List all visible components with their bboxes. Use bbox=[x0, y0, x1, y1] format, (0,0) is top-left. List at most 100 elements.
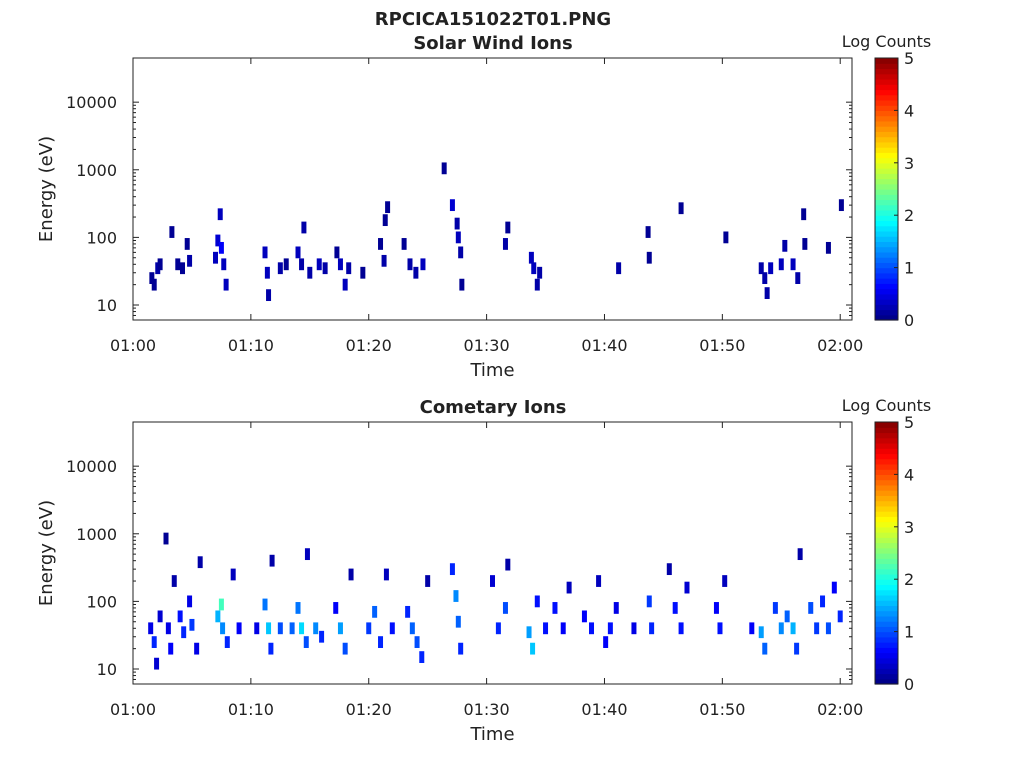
heatmap-cell bbox=[322, 262, 328, 275]
colorbar-segment bbox=[875, 283, 898, 290]
colorbar-tick-label: 4 bbox=[904, 465, 914, 484]
panel-title: Solar Wind Ions bbox=[413, 33, 572, 54]
colorbar-segment bbox=[875, 314, 898, 321]
heatmap-cell bbox=[389, 622, 395, 635]
heatmap-cell bbox=[262, 598, 268, 611]
heatmap-cell bbox=[224, 636, 230, 648]
colorbar-tick-label: 3 bbox=[904, 154, 914, 173]
colorbar-segment bbox=[875, 422, 898, 428]
heatmap-cell bbox=[764, 287, 770, 299]
heatmap-cell bbox=[299, 258, 305, 271]
colorbar-segment bbox=[875, 236, 898, 242]
heatmap-cell bbox=[175, 258, 181, 271]
heatmap-cell bbox=[449, 563, 455, 576]
heatmap-cell bbox=[157, 258, 163, 271]
heatmap-cell bbox=[458, 246, 464, 259]
heatmap-cell bbox=[342, 278, 348, 291]
heatmap-cell bbox=[383, 568, 389, 581]
colorbar-segment bbox=[875, 257, 898, 263]
heatmap-cell bbox=[337, 258, 343, 271]
heatmap-cell bbox=[221, 258, 227, 271]
heatmap-cell bbox=[831, 581, 837, 594]
heatmap-cell bbox=[646, 251, 652, 264]
colorbar-tick-label: 0 bbox=[904, 311, 914, 330]
heatmap-cell bbox=[797, 548, 803, 561]
x-tick-label: 01:10 bbox=[228, 336, 274, 355]
colorbar-segment bbox=[875, 642, 898, 648]
x-tick-label: 01:10 bbox=[228, 700, 274, 719]
heatmap-cell bbox=[194, 642, 200, 655]
heatmap-cells bbox=[148, 532, 843, 670]
heatmap-cell bbox=[566, 581, 572, 594]
colorbar-tick-label: 4 bbox=[904, 101, 914, 120]
heatmap-cell bbox=[526, 626, 532, 639]
colorbar-segment bbox=[875, 673, 898, 680]
colorbar-segment bbox=[875, 636, 898, 643]
heatmap-cell bbox=[758, 626, 764, 639]
colorbar-segment bbox=[875, 288, 898, 295]
colorbar-segment bbox=[875, 484, 898, 491]
x-tick-label: 02:00 bbox=[817, 336, 863, 355]
colorbar-segment bbox=[875, 157, 898, 164]
colorbar-segment bbox=[875, 293, 898, 300]
heatmap-cell bbox=[459, 278, 465, 291]
colorbar-segment bbox=[875, 241, 898, 248]
heatmap-cell bbox=[401, 238, 407, 250]
colorbar-segment bbox=[875, 553, 898, 559]
heatmap-cell bbox=[455, 615, 461, 628]
heatmap-cell bbox=[581, 610, 587, 623]
heatmap-cell bbox=[784, 610, 790, 623]
heatmap-cell bbox=[455, 231, 461, 244]
heatmap-cell bbox=[409, 622, 415, 635]
colorbar-tick-label: 1 bbox=[904, 259, 914, 278]
heatmap-cell bbox=[778, 258, 784, 271]
heatmap-cell bbox=[672, 602, 678, 614]
colorbar-segment bbox=[875, 563, 898, 570]
y-axis-label: Energy (eV) bbox=[36, 136, 57, 242]
colorbar-segment bbox=[875, 610, 898, 617]
heatmap-cell bbox=[528, 251, 534, 264]
colorbar-tick-label: 0 bbox=[904, 675, 914, 694]
heatmap-cell bbox=[713, 602, 719, 614]
heatmap-cells bbox=[149, 162, 844, 302]
colorbar-segment bbox=[875, 94, 898, 101]
colorbar-segment bbox=[875, 558, 898, 565]
colorbar-label: Log Counts bbox=[842, 396, 932, 415]
heatmap-cell bbox=[723, 231, 729, 244]
colorbar-segment bbox=[875, 162, 898, 169]
heatmap-cell bbox=[168, 642, 174, 655]
heatmap-cell bbox=[616, 262, 622, 275]
heatmap-cell bbox=[366, 622, 372, 635]
colorbar-segment bbox=[875, 505, 898, 512]
colorbar-segment bbox=[875, 194, 898, 201]
heatmap-cell bbox=[295, 602, 301, 614]
heatmap-cell bbox=[631, 622, 637, 635]
heatmap-cell bbox=[749, 622, 755, 635]
colorbar-segment bbox=[875, 542, 898, 549]
heatmap-cell bbox=[814, 622, 820, 635]
colorbar-segment bbox=[875, 453, 898, 460]
colorbar-segment bbox=[875, 152, 898, 159]
heatmap-cell bbox=[269, 554, 275, 567]
colorbar-segment bbox=[875, 115, 898, 122]
x-tick-label: 01:00 bbox=[110, 336, 156, 355]
colorbar-segment bbox=[875, 678, 898, 685]
heatmap-cell bbox=[171, 575, 177, 587]
heatmap-cell bbox=[169, 226, 175, 238]
colorbar-segment bbox=[875, 579, 898, 586]
colorbar-segment bbox=[875, 427, 898, 434]
heatmap-cell bbox=[762, 272, 768, 284]
heatmap-cell bbox=[215, 234, 221, 247]
colorbar-segment bbox=[875, 657, 898, 664]
colorbar-segment bbox=[875, 437, 898, 444]
heatmap-cell bbox=[537, 266, 543, 279]
x-tick-label: 01:20 bbox=[346, 700, 392, 719]
colorbar-segment bbox=[875, 147, 898, 153]
colorbar-segment bbox=[875, 448, 898, 455]
heatmap-cell bbox=[646, 595, 652, 608]
heatmap-cell bbox=[645, 226, 651, 238]
colorbar-segment bbox=[875, 652, 898, 659]
heatmap-cell bbox=[782, 239, 788, 252]
colorbar-segment bbox=[875, 84, 898, 91]
